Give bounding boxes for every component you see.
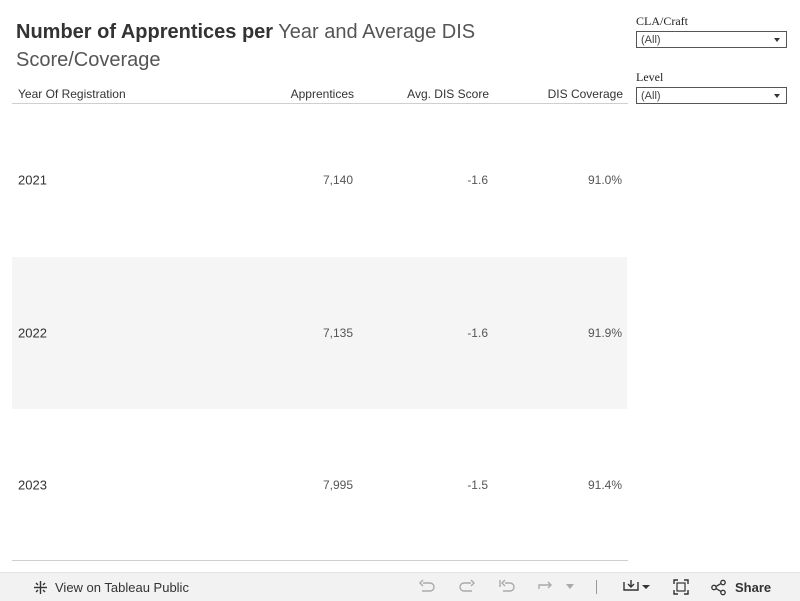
- filter-label: CLA/Craft: [636, 14, 688, 28]
- revert-icon: [499, 579, 515, 592]
- caret-down-icon: [774, 38, 780, 42]
- tableau-toolbar: View on Tableau Public: [0, 572, 800, 601]
- cell-year: 2023: [18, 477, 47, 493]
- toolbar-separator: [596, 580, 597, 594]
- level-dropdown[interactable]: (All): [636, 87, 787, 104]
- cell-avg-dis-score: -1.6: [467, 325, 488, 340]
- caret-down-icon: [566, 584, 574, 589]
- data-table: Year Of Registration Apprentices Avg. DI…: [12, 84, 628, 562]
- undo-icon: [419, 579, 435, 592]
- tableau-logo-icon: [34, 581, 47, 594]
- dropdown-value: (All): [641, 90, 661, 102]
- table-bottom-divider: [12, 560, 628, 561]
- table-row[interactable]: 2021 7,140 -1.6 91.0%: [12, 104, 627, 257]
- fullscreen-button[interactable]: [672, 579, 690, 595]
- header-avg-dis-score[interactable]: Avg. DIS Score: [407, 87, 489, 101]
- share-button[interactable]: Share: [710, 579, 771, 596]
- table-header: Year Of Registration Apprentices Avg. DI…: [12, 84, 628, 104]
- filter-cla-craft: CLA/Craft (All): [636, 14, 788, 48]
- redo-icon: [459, 579, 475, 592]
- filter-level: Level (All): [636, 70, 788, 104]
- cell-dis-coverage: 91.0%: [587, 173, 622, 188]
- title-rest-part: Year and Average DIS Score/Coverage: [16, 21, 476, 71]
- fullscreen-icon: [673, 579, 689, 595]
- cell-year: 2022: [18, 325, 47, 341]
- view-on-tableau-public-link[interactable]: View on Tableau Public: [32, 579, 189, 596]
- cell-apprentices: 7,140: [322, 173, 353, 188]
- cla-craft-dropdown[interactable]: (All): [636, 31, 787, 48]
- refresh-icon: [538, 581, 552, 589]
- cell-year: 2021: [18, 172, 47, 188]
- cell-dis-coverage: 91.9%: [587, 325, 622, 340]
- download-button[interactable]: [622, 579, 652, 595]
- redo-button[interactable]: [458, 579, 476, 595]
- caret-down-icon: [774, 94, 780, 98]
- cell-dis-coverage: 91.4%: [587, 478, 622, 493]
- header-dis-coverage[interactable]: DIS Coverage: [547, 87, 623, 101]
- cell-apprentices: 7,995: [322, 478, 353, 493]
- title-bold-part: Number of Apprentices per: [16, 21, 274, 43]
- header-apprentices[interactable]: Apprentices: [290, 87, 354, 101]
- download-icon: [623, 580, 650, 591]
- share-icon: [711, 579, 726, 596]
- cell-apprentices: 7,135: [322, 325, 353, 340]
- table-row[interactable]: 2022 7,135 -1.6 91.9%: [12, 256, 627, 409]
- table-row[interactable]: 2023 7,995 -1.5 91.4%: [12, 409, 627, 562]
- refresh-button[interactable]: [536, 579, 554, 595]
- filter-label: Level: [636, 70, 664, 84]
- refresh-options-button[interactable]: [566, 584, 574, 590]
- cell-avg-dis-score: -1.5: [467, 478, 488, 493]
- share-label: Share: [735, 580, 772, 595]
- revert-button[interactable]: [498, 579, 516, 595]
- dropdown-value: (All): [641, 34, 661, 46]
- chart-title: Number of Apprentices per Year and Avera…: [16, 18, 516, 74]
- cell-avg-dis-score: -1.6: [467, 173, 488, 188]
- header-year[interactable]: Year Of Registration: [18, 87, 126, 101]
- undo-button[interactable]: [418, 579, 436, 595]
- view-label: View on Tableau Public: [55, 580, 189, 595]
